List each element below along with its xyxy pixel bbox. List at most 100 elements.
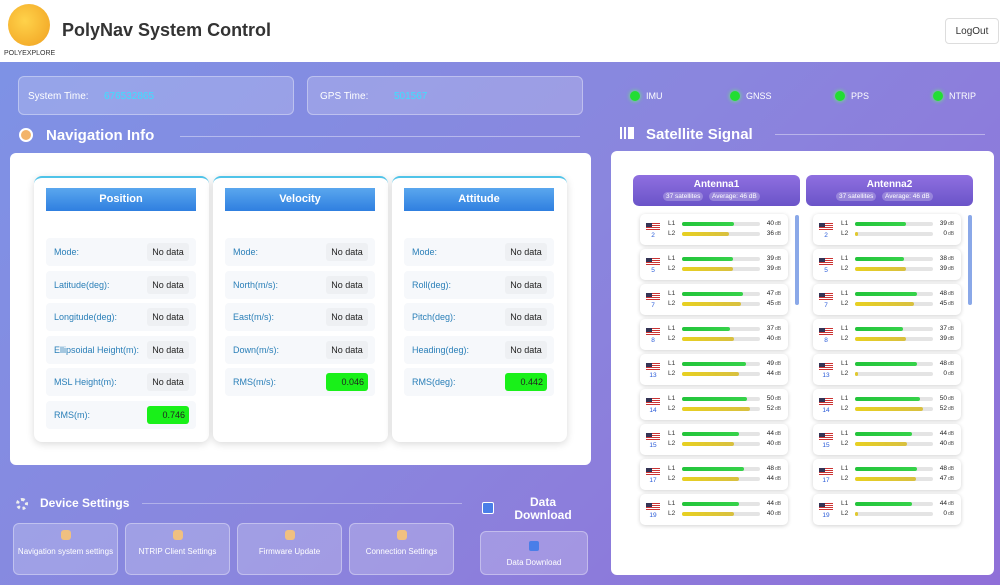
flag-canton <box>819 468 825 472</box>
flag-canton <box>646 258 652 262</box>
signal-bar <box>855 337 906 341</box>
signal-bar <box>682 232 729 236</box>
signal-label: L2 <box>841 510 849 517</box>
prn: 15 <box>649 442 657 449</box>
signal-bar <box>682 467 745 471</box>
signal-label: L2 <box>841 475 849 482</box>
prn: 8 <box>824 337 828 344</box>
signal-label: L2 <box>668 370 676 377</box>
signal-unit: dB <box>948 301 955 307</box>
row-value: No data <box>147 373 189 391</box>
signal-bar <box>682 442 734 446</box>
signal-value: 39 <box>939 335 947 342</box>
row-label: MSL Height(m): <box>54 377 117 387</box>
signal-bar <box>855 397 920 401</box>
flag-canton <box>646 328 652 332</box>
sat-row <box>640 459 788 490</box>
signal-value: 0 <box>943 510 947 517</box>
signal-unit: dB <box>948 371 955 377</box>
status-led <box>835 91 845 101</box>
prn: 7 <box>824 302 828 309</box>
sat-row <box>640 214 788 245</box>
flag-canton <box>646 223 652 227</box>
antenna-name: Antenna2 <box>866 179 913 190</box>
logo-text: POLYEXPLORE <box>4 50 56 57</box>
signal-value: 40 <box>766 440 774 447</box>
signal-unit: dB <box>948 466 955 472</box>
signal-label: L1 <box>841 290 849 297</box>
signal-bar <box>682 222 734 226</box>
signal-label: L2 <box>841 300 849 307</box>
signal-value: 50 <box>766 395 774 402</box>
system-time-label: System Time: <box>28 91 89 102</box>
signal-bar <box>855 362 918 366</box>
flag <box>646 503 660 511</box>
signal-label: L2 <box>841 335 849 342</box>
signal-unit: dB <box>948 406 955 412</box>
antenna-average: Average: 46 dB <box>882 192 933 201</box>
signal-bar <box>682 267 733 271</box>
signal-bar <box>682 302 741 306</box>
signal-track <box>855 512 933 516</box>
download-button[interactable] <box>480 531 588 575</box>
system-time-value: 676532865 <box>104 91 155 102</box>
prn: 5 <box>651 267 655 274</box>
signal-value: 0 <box>943 230 947 237</box>
prn: 14 <box>822 407 830 414</box>
signal-value: 44 <box>766 430 774 437</box>
section-rule <box>180 136 580 137</box>
signal-bar <box>855 432 913 436</box>
section-title: Satellite Signal <box>646 126 753 143</box>
flag <box>819 398 833 406</box>
flag-canton <box>819 223 825 227</box>
sat-row <box>813 459 961 490</box>
signal-value: 39 <box>939 220 947 227</box>
signal-bar <box>682 432 740 436</box>
signal-unit: dB <box>948 256 955 262</box>
signal-label: L1 <box>668 325 676 332</box>
prn: 17 <box>822 477 830 484</box>
nav-icon <box>19 128 33 142</box>
signal-value: 40 <box>939 440 947 447</box>
signal-unit: dB <box>775 231 782 237</box>
flag <box>646 398 660 406</box>
signal-unit: dB <box>948 396 955 402</box>
signal-value: 36 <box>766 230 774 237</box>
sat-row <box>640 284 788 315</box>
signal-label: L1 <box>841 465 849 472</box>
sat-row <box>813 389 961 420</box>
signal-bar <box>855 512 858 516</box>
row-value: No data <box>147 308 189 326</box>
sat-row <box>640 494 788 525</box>
prn: 7 <box>651 302 655 309</box>
prn: 13 <box>649 372 657 379</box>
scrollbar <box>968 215 972 305</box>
row-value: 0.442 <box>505 373 547 391</box>
signal-unit: dB <box>948 501 955 507</box>
signal-bar <box>682 257 733 261</box>
signal-label: L2 <box>668 440 676 447</box>
signal-unit: dB <box>775 361 782 367</box>
flag-canton <box>819 363 825 367</box>
row-label: Down(m/s): <box>233 344 280 355</box>
signal-value: 44 <box>766 475 774 482</box>
signal-value: 40 <box>766 220 774 227</box>
flag <box>646 328 660 336</box>
flag-canton <box>819 433 825 437</box>
scrollbar <box>795 215 799 305</box>
signal-unit: dB <box>775 431 782 437</box>
signal-label: L2 <box>841 230 849 237</box>
signal-label: L1 <box>841 220 849 227</box>
signal-value: 47 <box>766 290 774 297</box>
signal-bar <box>855 302 914 306</box>
signal-value: 40 <box>766 335 774 342</box>
panel-header: Position <box>46 188 196 211</box>
logout-button[interactable]: LogOut <box>945 18 999 44</box>
button-icon <box>61 530 71 540</box>
signal-value: 48 <box>939 465 947 472</box>
flag-canton <box>646 293 652 297</box>
row-label: RMS(m/s): <box>233 377 276 387</box>
signal-value: 44 <box>939 500 947 507</box>
signal-unit: dB <box>775 441 782 447</box>
